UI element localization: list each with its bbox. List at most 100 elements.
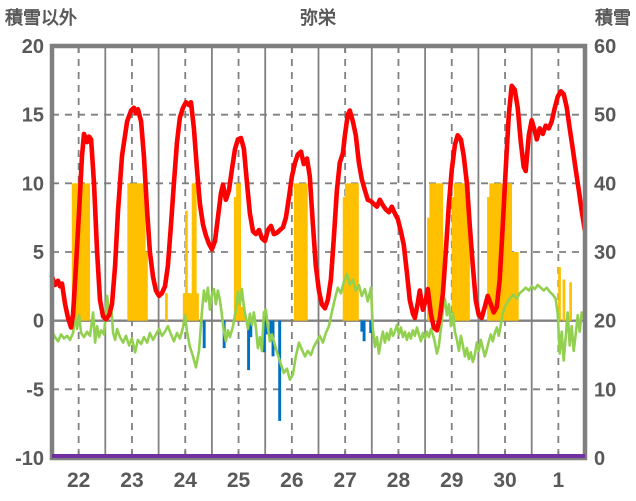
sunshine-bar [458,183,461,321]
sunshine-bar [487,197,490,321]
sunshine-bar [347,183,350,321]
blue-bar [369,320,373,334]
sunshine-bar [85,183,88,321]
sunshine-bar [438,183,441,321]
x-axis-day-label: 24 [174,469,198,492]
sunshine-bar [507,183,510,321]
sunshine-bar [493,183,497,321]
left-axis-tick-label: 10 [22,173,44,195]
sunshine-bar [302,183,306,321]
sunshine-bar [351,183,355,321]
sunshine-bar [138,183,142,321]
blue-bar [362,320,366,342]
sunshine-bar [300,183,304,321]
left-axis-title: 積雪以外 [5,8,77,28]
sunshine-bar [191,183,195,321]
x-axis-day-label: 29 [440,469,463,492]
sunshine-bar [513,252,517,321]
sunshine-bar [467,183,470,321]
blue-bar [264,320,268,335]
sunshine-bar [127,183,131,321]
sunshine-bar [504,183,508,321]
sunshine-bar [569,282,572,321]
left-axis-tick-label: -5 [26,379,44,401]
sunshine-bar [87,183,91,321]
sunshine-bar [356,183,359,321]
sunshine-bar [491,183,495,321]
sunshine-bar [185,210,188,321]
sunshine-bar [129,183,133,321]
blue-bar [249,320,253,338]
right-axis-tick-label: 20 [594,311,616,333]
sunshine-bar [82,183,86,321]
sunshine-bar [495,183,499,321]
green-line-series [50,272,586,382]
sunshine-bar [196,293,199,321]
chart-title: 弥栄 [300,8,336,28]
left-axis-tick-label: 15 [22,105,44,127]
sunshine-bar [133,183,137,321]
x-axis-day-label: 27 [333,469,356,492]
sunshine-bar [453,183,457,321]
sunshine-bar [464,183,468,321]
left-axis-tick-label: 5 [33,242,44,264]
sunshine-bar [296,183,299,321]
sunshine-bar [140,183,144,321]
sunshine-bar [145,252,148,321]
sunshine-bar [502,231,506,321]
sunshine-bar [182,293,186,321]
right-axis-tick-label: 30 [594,242,616,264]
sunshine-bar [165,293,168,321]
sunshine-bar [142,183,146,321]
right-axis-title: 積雪 [595,8,631,28]
sunshine-bar [344,183,348,321]
right-axis-tick-label: 0 [594,448,605,470]
sunshine-bar [462,183,466,321]
sunshine-bar [431,183,435,321]
blue-bar [360,320,364,332]
sunshine-bar [460,183,464,321]
left-axis-tick-label: 20 [22,36,44,58]
sunshine-bar [80,183,84,321]
red-line-series [49,83,588,333]
blue-bar [202,320,206,349]
sunshine-bar [136,183,139,321]
sunshine-bar [440,183,444,321]
sunshine-bar [193,183,197,321]
sunshine-bar [78,183,82,321]
sunshine-bar [131,183,135,321]
blue-bar [269,320,273,335]
right-axis-tick-label: 60 [594,36,616,58]
sunshine-bar [509,183,513,321]
sunshine-bar [515,252,519,321]
sunshine-bar [349,183,353,321]
x-axis-day-label: 30 [493,469,516,492]
sunshine-bar [436,183,439,321]
x-axis-day-label: 25 [227,469,251,492]
sunshine-bar [298,183,302,321]
left-axis-tick-label: 0 [33,311,44,333]
sunshine-bar [189,293,193,321]
right-axis-tick-label: 40 [594,173,616,195]
sunshine-bar [233,197,237,321]
sunshine-bar [71,183,75,321]
blue-bar [262,320,266,353]
sunshine-bar [304,183,308,321]
left-axis-tick-label: -10 [15,448,44,470]
x-axis-day-label: 23 [120,469,143,492]
x-axis-day-label: 1 [553,469,565,492]
sunshine-bar [240,306,244,321]
blue-bar [247,320,251,371]
sunshine-bar [293,183,297,321]
sunshine-bar [429,183,433,321]
x-axis-day-label: 26 [280,469,303,492]
x-axis-day-label: 28 [387,469,411,492]
sunshine-bar [342,197,346,321]
sunshine-bar [427,217,430,321]
sunshine-bar [236,183,239,321]
blue-bar [278,320,282,421]
sunshine-bar [353,183,357,321]
sunshine-bar [455,183,459,321]
sunshine-bar [187,293,190,321]
